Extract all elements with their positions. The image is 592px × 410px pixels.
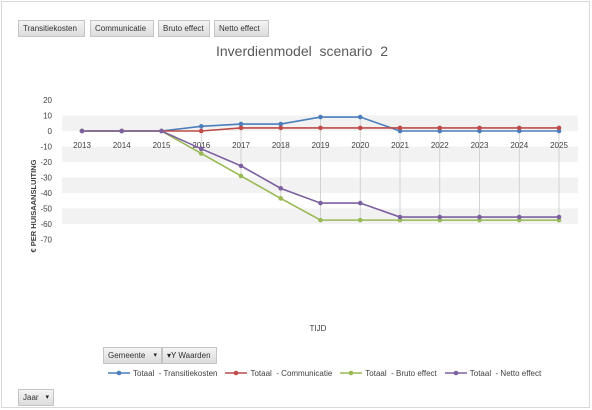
data-point — [159, 128, 164, 134]
y-tick-label: -50 — [40, 205, 52, 214]
data-point — [238, 173, 244, 179]
grid-band — [62, 100, 578, 116]
filter-field-jaar-label: Jaar — [23, 393, 39, 402]
x-tick-label: 2015 — [153, 141, 171, 150]
data-point — [477, 214, 482, 220]
data-point — [437, 125, 443, 131]
field-button-bruto-effect[interactable]: Bruto effect — [158, 20, 210, 37]
grid-band — [62, 193, 578, 209]
legend-item: Totaal - Netto effect — [444, 368, 542, 378]
data-point — [556, 214, 562, 220]
field-button-transitiekosten[interactable]: Transitiekosten — [18, 20, 85, 37]
x-tick-label: 2019 — [312, 141, 330, 150]
data-point — [318, 200, 323, 206]
x-tick-label: 2014 — [113, 141, 131, 150]
legend-swatch — [108, 370, 130, 376]
y-tick-label: 10 — [43, 112, 52, 121]
y-tick-label: -40 — [40, 189, 52, 198]
x-tick-label: 2017 — [232, 141, 250, 150]
data-point — [278, 125, 284, 131]
data-point — [198, 128, 204, 134]
axis-field-gemeente[interactable]: Gemeente ▾ — [103, 347, 162, 364]
data-point — [556, 125, 562, 131]
dropdown-arrow-icon: ▾ — [45, 394, 49, 401]
y-tick-label: -70 — [40, 236, 52, 245]
x-tick-label: 2021 — [391, 141, 409, 150]
data-point — [238, 121, 244, 127]
value-field-waarden[interactable]: ▾Y Waarden — [162, 347, 217, 364]
sort-filter-icon: ▾Y — [167, 351, 177, 360]
legend-label: Totaal - Communicatie — [250, 368, 333, 378]
data-point — [198, 124, 204, 129]
data-point — [318, 114, 323, 120]
chart-title: Inverdienmodel scenario 2 — [216, 43, 388, 59]
x-tick-label: 2024 — [510, 141, 528, 150]
legend-label: Totaal - Netto effect — [469, 368, 542, 378]
data-point — [357, 217, 363, 223]
data-point — [79, 128, 85, 134]
data-point — [357, 200, 363, 206]
grid-band — [62, 177, 578, 193]
dropdown-arrow-icon: ▾ — [153, 352, 157, 359]
data-point — [357, 114, 363, 120]
y-tick-label: -60 — [40, 220, 52, 229]
x-tick-label: 2018 — [272, 141, 290, 150]
y-tick-label: -20 — [40, 158, 52, 167]
grid-band — [62, 146, 578, 162]
data-point — [437, 214, 443, 220]
data-point — [198, 146, 204, 152]
legend-item: Totaal - Communicatie — [225, 369, 332, 378]
value-field-waarden-label: Waarden — [178, 351, 211, 360]
data-point — [357, 125, 363, 131]
y-tick-label: 20 — [43, 96, 52, 105]
data-point — [278, 186, 284, 191]
data-point — [318, 217, 323, 223]
x-tick-label: 2025 — [550, 141, 568, 150]
grid-band — [62, 224, 578, 240]
legend-item: Totaal - Transitiekosten — [108, 369, 217, 378]
x-tick-label: 2013 — [73, 141, 91, 150]
data-point — [318, 125, 323, 131]
chart-legend: Totaal - Transitiekosten Totaal - Communi… — [108, 366, 549, 380]
legend-swatch — [340, 370, 363, 376]
data-point — [516, 125, 522, 131]
y-tick-label: -30 — [40, 174, 52, 183]
legend-label: Totaal - Bruto effect — [365, 368, 437, 378]
axis-field-gemeente-label: Gemeente — [108, 351, 146, 360]
legend-label: Totaal - Transitiekosten — [133, 368, 218, 378]
data-point — [516, 214, 522, 220]
legend-swatch — [225, 370, 248, 376]
grid-band — [62, 131, 578, 147]
x-tick-label: 2020 — [351, 141, 369, 150]
data-point — [477, 125, 482, 131]
legend-item: Totaal - Bruto effect — [340, 368, 437, 378]
data-point — [238, 163, 244, 169]
data-point — [397, 214, 403, 220]
data-point — [278, 121, 284, 127]
y-tick-label: 0 — [48, 127, 53, 136]
data-point — [198, 151, 204, 156]
data-point — [397, 125, 403, 131]
legend-swatch — [444, 370, 467, 376]
filter-field-jaar[interactable]: Jaar ▾ — [18, 389, 54, 406]
field-button-netto-effect[interactable]: Netto effect — [214, 20, 269, 37]
data-point — [238, 125, 244, 131]
data-point — [278, 196, 284, 201]
x-axis-label: TIJD — [310, 324, 327, 333]
grid-band — [62, 162, 578, 178]
y-axis-label: € PER HUISAANSLUITING — [29, 159, 38, 252]
y-tick-label: -10 — [40, 143, 52, 152]
x-tick-label: 2022 — [431, 141, 449, 150]
x-tick-label: 2023 — [471, 141, 489, 150]
data-point — [119, 128, 125, 134]
x-tick-label: 2016 — [192, 141, 210, 150]
field-button-communicatie[interactable]: Communicatie — [90, 20, 154, 37]
